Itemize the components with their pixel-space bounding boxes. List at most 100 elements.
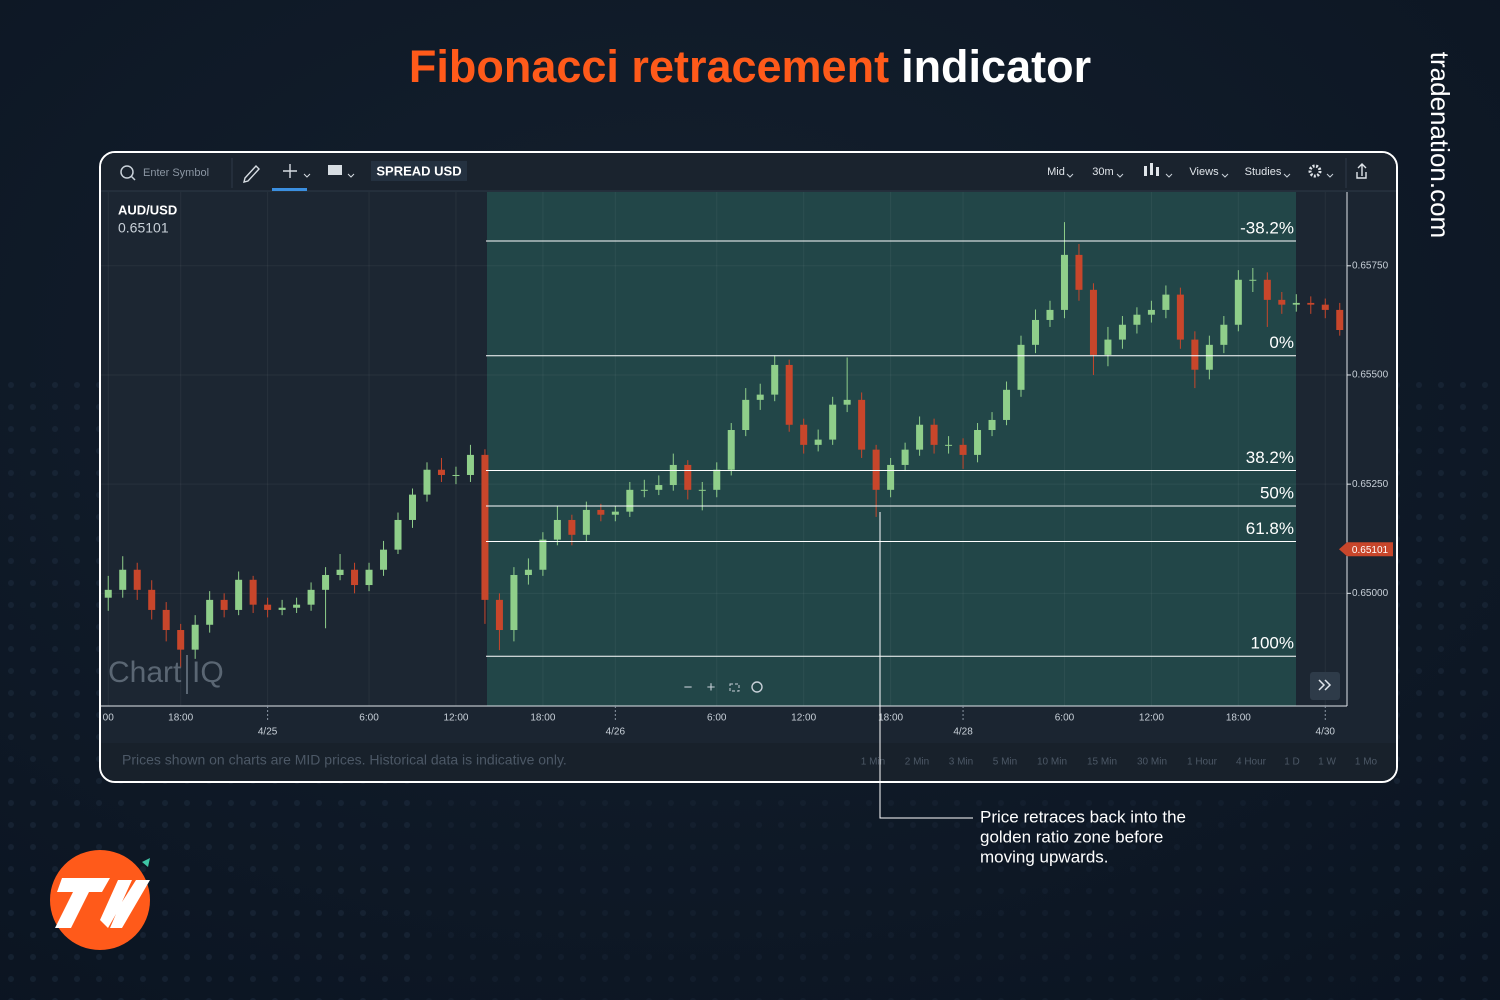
footer-bar (101, 743, 1396, 781)
candle-layer (104, 222, 1344, 668)
chart-type-button[interactable] (1144, 163, 1159, 176)
title-rest: indicator (901, 41, 1091, 92)
menu-button[interactable]: 30m (1092, 166, 1113, 178)
candle-body (1032, 319, 1039, 345)
candle-body (655, 485, 663, 490)
range-button[interactable]: 1 Min (861, 757, 885, 768)
candle-body (1046, 309, 1054, 320)
annotation-text: golden ratio zone before (980, 827, 1163, 846)
range-button[interactable]: 4 Hour (1236, 757, 1267, 768)
candle-body (191, 624, 199, 650)
candle-body (1191, 339, 1199, 370)
x-tick-label: 18:00 (168, 713, 193, 724)
current-price-label: 0.65101 (1352, 545, 1389, 556)
fib-level-label: 38.2% (1246, 448, 1294, 467)
page-title: Fibonacci retracement indicator (409, 41, 1091, 92)
candle-body (640, 489, 648, 491)
candle-body (307, 589, 315, 605)
candle-body (365, 569, 373, 586)
y-tick-label: 0.65250 (1352, 479, 1389, 490)
range-button[interactable]: 1 D (1284, 757, 1300, 768)
x-tick-label: 4/30 (1316, 727, 1336, 738)
candle-body (959, 444, 967, 455)
scroll-end-button[interactable] (1310, 672, 1340, 700)
candle-body (611, 511, 619, 515)
dropdown-caret (1066, 173, 1334, 178)
candle-body (553, 519, 561, 540)
symbol-price: 0.65101 (118, 220, 169, 236)
candle-body (162, 609, 170, 631)
range-button[interactable]: 5 Min (993, 757, 1017, 768)
logo (50, 850, 150, 950)
watermark: Chart (108, 656, 182, 689)
range-button[interactable]: 10 Min (1037, 757, 1067, 768)
share-button[interactable] (1356, 163, 1367, 179)
range-button[interactable]: 1 W (1318, 757, 1336, 768)
candle-body (510, 574, 518, 631)
candle-body (380, 549, 388, 570)
candle-body (539, 539, 547, 570)
candle-body (698, 489, 706, 491)
settings-button[interactable] (1308, 164, 1322, 178)
candle-body (1089, 289, 1097, 355)
candle-body (1249, 279, 1257, 281)
candle-body (582, 509, 590, 535)
candle-body (1292, 302, 1300, 305)
range-button[interactable]: 15 Min (1087, 757, 1117, 768)
dropdown-caret (347, 173, 355, 178)
reset-zoom-button[interactable] (751, 681, 763, 693)
candle-body (249, 579, 257, 605)
candle-body (988, 419, 996, 431)
candle-body (597, 509, 605, 515)
range-button[interactable]: 2 Min (905, 757, 929, 768)
candle-body (423, 469, 431, 495)
candle-body (322, 574, 330, 590)
range-button[interactable]: 30 Min (1137, 757, 1167, 768)
fit-button[interactable] (729, 683, 740, 692)
footer-note: Prices shown on charts are MID prices. H… (122, 752, 567, 768)
dot-pattern (1380, 380, 1500, 1000)
menu-button[interactable]: Views (1189, 166, 1219, 178)
candle-body (495, 599, 503, 631)
candle-body (437, 469, 445, 475)
range-button[interactable]: 1 Mo (1355, 757, 1378, 768)
candle-body (409, 494, 416, 520)
candle-body (901, 449, 909, 465)
menu-button[interactable]: Studies (1245, 166, 1282, 178)
range-button[interactable]: 1 Hour (1187, 757, 1218, 768)
x-tick-label: 12:00 (443, 713, 468, 724)
candle-body (235, 579, 243, 610)
zoom-out-button[interactable]: − (684, 679, 693, 696)
x-tick-label: 4/26 (606, 727, 626, 738)
logo-circle (50, 850, 150, 950)
candle-body (264, 604, 272, 610)
y-tick-label: 0.65000 (1352, 588, 1389, 599)
candle-body (293, 604, 301, 608)
menu-button[interactable]: Mid (1047, 166, 1065, 178)
candle-body (104, 589, 112, 598)
scroll-end-icon (1318, 679, 1332, 691)
candle-body (771, 364, 779, 395)
candle-body (626, 489, 634, 512)
candle-body (278, 607, 286, 610)
candle-body (1263, 279, 1271, 300)
candle-body (1336, 309, 1344, 330)
comment-button[interactable] (328, 165, 342, 175)
dropdown-caret (303, 173, 311, 178)
candle-body (974, 430, 982, 455)
draw-tool-button[interactable] (243, 164, 260, 183)
candle-body (1147, 309, 1155, 315)
search-input[interactable]: Enter Symbol (143, 167, 209, 179)
fib-level-label: -38.2% (1240, 218, 1294, 237)
candle-body (1220, 324, 1228, 345)
x-tick-label: 18:00 (530, 713, 555, 724)
zoom-in-button[interactable]: + (707, 679, 716, 696)
candle-body (336, 569, 344, 575)
x-tick-label: 6:00 (707, 713, 727, 724)
x-tick-label: 12:00 (791, 713, 816, 724)
fib-level-label: 50% (1260, 483, 1294, 502)
active-tab-indicator (272, 188, 307, 191)
search-icon[interactable] (120, 165, 134, 179)
range-button[interactable]: 3 Min (949, 757, 973, 768)
